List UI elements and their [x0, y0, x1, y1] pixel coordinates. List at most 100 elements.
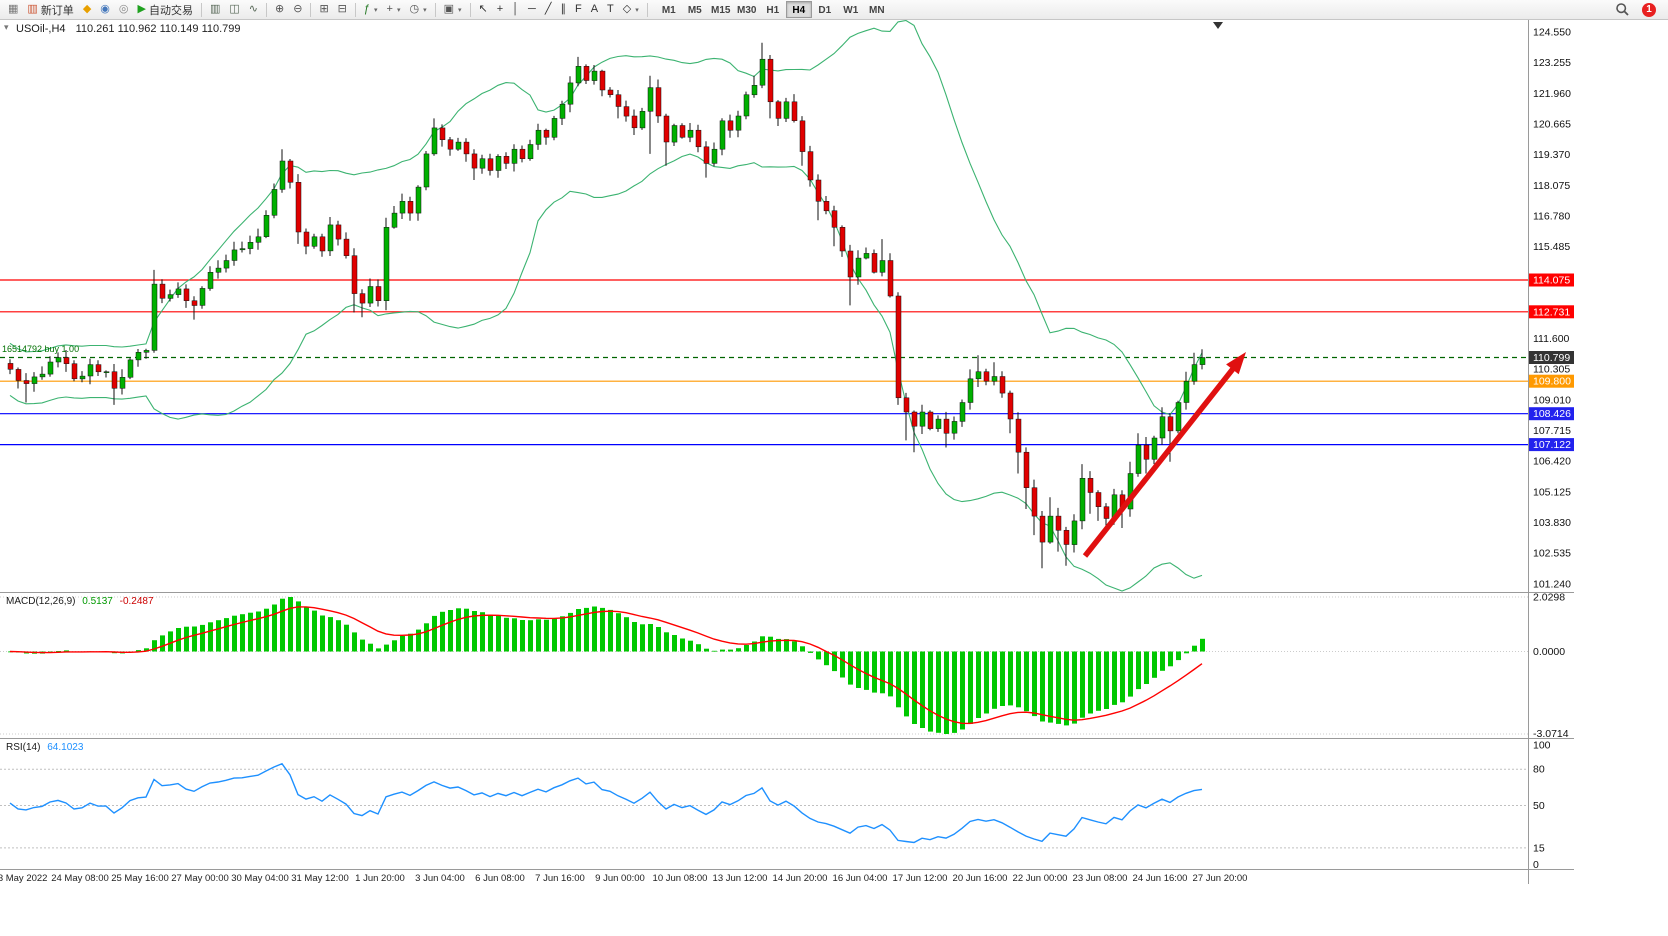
timeframe-d1[interactable]: D1	[818, 5, 832, 16]
svg-text:0.0000: 0.0000	[1533, 646, 1565, 658]
indicators-icon[interactable]: ƒ ▾	[360, 1, 382, 19]
toolbar-separator	[354, 2, 356, 17]
vertical-line-icon[interactable]: │	[508, 1, 523, 19]
horizontal-line-icon[interactable]: ─	[524, 1, 540, 19]
chart-window-icon[interactable]: ▦	[4, 1, 22, 19]
svg-text:107.122: 107.122	[1533, 439, 1571, 451]
timeframe-h1[interactable]: H1	[766, 5, 780, 16]
label-icon: T	[607, 3, 614, 15]
line-chart-icon[interactable]: ∿	[245, 1, 262, 19]
timeframe-mn[interactable]: MN	[868, 5, 885, 16]
timeframe-m30[interactable]: M30	[737, 5, 757, 16]
timeframe-m5[interactable]: M5	[687, 5, 702, 16]
price-axis[interactable]: 124.550 123.255 121.960 120.665 119.370 118.0…	[1529, 27, 1574, 591]
macd-histogram	[8, 597, 1205, 734]
timeframe-w1[interactable]: W1	[843, 5, 859, 16]
help-icon[interactable]: ◎	[115, 1, 133, 19]
price-badge-resistance-1: 114.075	[1529, 273, 1574, 287]
dropdown-caret-icon: ▾	[423, 6, 427, 14]
candles-layer	[7, 42, 1206, 569]
search-icon[interactable]	[1615, 2, 1630, 17]
line-chart-icon: ∿	[248, 3, 258, 15]
channel-icon: ∥	[560, 3, 566, 15]
candlestick-chart-icon: ◫	[229, 3, 240, 15]
horizontal-line-icon: ─	[528, 3, 536, 15]
zoom-in-icon[interactable]: ⊕	[271, 1, 288, 19]
templates-icon[interactable]: ▣ ▾	[440, 1, 466, 19]
svg-text:114.075: 114.075	[1533, 275, 1570, 287]
notification-badge[interactable]: 1	[1642, 2, 1656, 17]
svg-text:20 Jun 16:00: 20 Jun 16:00	[953, 873, 1008, 884]
trendline-icon[interactable]: ╱	[541, 1, 556, 19]
macd-axis[interactable]: 2.0298 0.0000 -3.0714	[1533, 592, 1569, 741]
price-axis-label: 106.420	[1533, 456, 1571, 468]
svg-text:15: 15	[1533, 842, 1545, 854]
mql5-market-icon[interactable]: ◆	[79, 1, 95, 19]
zoom-out-icon[interactable]: ⊖	[289, 1, 306, 19]
shapes-icon[interactable]: ◇ ▾	[619, 1, 643, 19]
toolbar-separator	[266, 2, 267, 17]
timeframe-m15[interactable]: M15	[711, 5, 731, 16]
dropdown-caret-icon: ▾	[374, 6, 378, 14]
zoom-in-icon: ⊕	[275, 3, 285, 15]
chart-shift-marker[interactable]	[1213, 22, 1223, 29]
svg-text:112.731: 112.731	[1533, 306, 1570, 318]
cursor-icon[interactable]: ↖	[475, 1, 492, 19]
templates-icon: ▣	[443, 3, 454, 15]
chart-title: USOil-,H4 110.261 110.962 110.149 110.79…	[16, 23, 241, 35]
svg-text:24 Jun 16:00: 24 Jun 16:00	[1133, 873, 1188, 884]
price-axis-label: 111.600	[1533, 333, 1570, 345]
rsi-label: RSI(14) 64.1023	[6, 742, 83, 753]
symbol-period-label: USOil-,H4	[16, 23, 66, 35]
channel-icon[interactable]: ∥	[556, 1, 570, 19]
macd-title: MACD(12,26,9)	[6, 596, 76, 607]
svg-text:3 Jun 04:00: 3 Jun 04:00	[415, 873, 465, 884]
toolbar-separator	[200, 2, 202, 17]
svg-text:31 May 12:00: 31 May 12:00	[291, 873, 349, 884]
fibonacci-icon[interactable]: F	[571, 1, 586, 19]
label-icon[interactable]: T	[603, 1, 618, 19]
add-indicator-icon[interactable]: + ▾	[383, 1, 405, 19]
panel-separators	[0, 20, 1574, 884]
price-axis-label: 110.305	[1533, 364, 1570, 376]
price-badge-support-2: 107.122	[1529, 438, 1574, 452]
price-axis-label: 101.240	[1533, 578, 1571, 590]
price-axis-label: 121.960	[1533, 88, 1571, 100]
svg-text:16 Jun 04:00: 16 Jun 04:00	[833, 873, 888, 884]
candlestick-chart-icon[interactable]: ◫	[225, 1, 243, 19]
crosshair-icon[interactable]: +	[493, 1, 507, 19]
chart-window-icon: ▦	[8, 3, 19, 15]
toolbar-separator	[469, 2, 471, 17]
new-order-button[interactable]: ▥ 新订单	[23, 1, 77, 19]
text-icon[interactable]: A	[587, 1, 602, 19]
autotrade-button[interactable]: ▶ 自动交易	[134, 1, 197, 19]
community-icon[interactable]: ◉	[96, 1, 114, 19]
bar-chart-icon[interactable]: ▥	[206, 1, 224, 19]
autotrade-button-label: 自动交易	[148, 4, 193, 17]
price-axis-label: 124.550	[1533, 27, 1571, 39]
fibonacci-icon: F	[574, 3, 582, 15]
rsi-level-lines	[0, 768, 1528, 849]
one-click-trading-toggle[interactable]: ▾	[4, 22, 9, 32]
periods-icon[interactable]: ◷ ▾	[405, 1, 430, 19]
trend-arrow[interactable]	[1082, 352, 1246, 558]
new-order-button-label: 新订单	[40, 4, 74, 17]
timeframe-group: M1 M5 M15 M30 H1 H4 D1 W1 MN	[656, 1, 890, 18]
price-axis-label: 102.535	[1533, 548, 1571, 560]
timeframe-h4[interactable]: H4	[785, 1, 812, 18]
macd-level-lines	[0, 596, 1528, 735]
svg-text:108.426: 108.426	[1533, 408, 1571, 420]
svg-text:50: 50	[1533, 800, 1545, 812]
timeframe-m1[interactable]: M1	[661, 5, 676, 16]
svg-text:109.800: 109.800	[1533, 376, 1571, 388]
price-axis-label: 107.715	[1533, 425, 1571, 437]
auto-scroll-icon[interactable]: ⊟	[334, 1, 351, 19]
tile-windows-icon[interactable]: ⊞	[315, 1, 332, 19]
rsi-line	[9, 762, 1203, 844]
rsi-axis[interactable]: 100 80 50 15 0	[1533, 740, 1551, 872]
svg-text:7 Jun 16:00: 7 Jun 16:00	[535, 873, 585, 884]
trendline-icon: ╱	[544, 3, 552, 15]
tile-windows-icon: ⊞	[319, 3, 329, 15]
